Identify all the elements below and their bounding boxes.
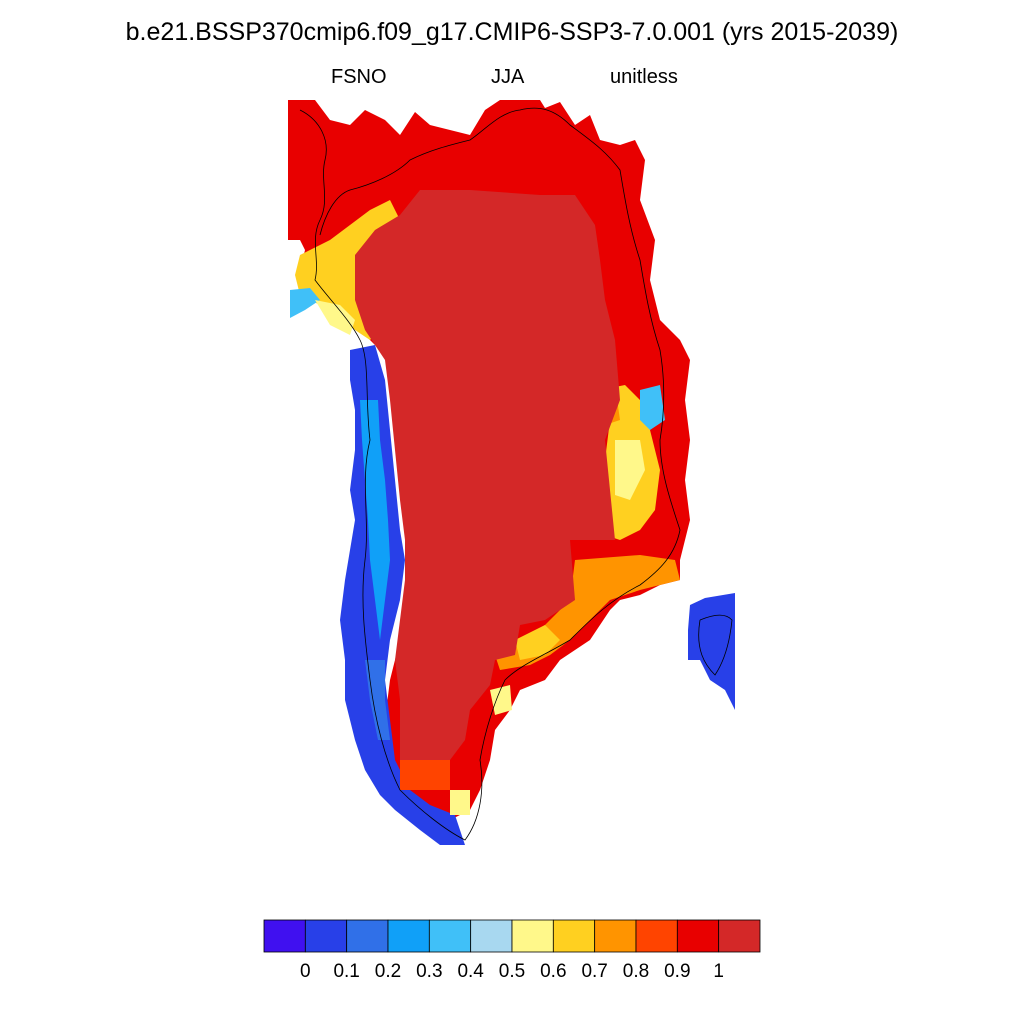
- colorbar-tick-label: 0.3: [416, 961, 442, 982]
- southeast-band-yellow: [515, 625, 560, 660]
- coastline: [299, 107, 733, 841]
- colorbar-tick-label: 0.9: [664, 961, 690, 982]
- colorbar-swatch: [304, 919, 348, 953]
- east-band-blue: [640, 385, 665, 430]
- northwest-band-yellow: [315, 300, 355, 335]
- colorbar-tick-labels: 0 0.1 0.2 0.3 0.4 0.5 0.6 0.7 0.8 0.9 1: [300, 961, 724, 982]
- ice-sheet-interior: [355, 190, 620, 760]
- season-label: JJA: [491, 66, 525, 88]
- colorbar-swatch: [635, 919, 678, 953]
- colorbar-swatch: [594, 919, 637, 953]
- colorbar-tick-label: 0.2: [375, 961, 401, 982]
- south-tip-yellow: [450, 790, 470, 815]
- colorbar-swatch: [552, 919, 596, 953]
- south-tip-band: [400, 760, 450, 790]
- colorbar-tick-label: 0.8: [623, 961, 649, 982]
- east-band-light: [615, 440, 645, 500]
- colorbar-tick-label: 0: [300, 961, 311, 982]
- colorbar-swatch: [346, 919, 389, 953]
- colorbar-swatch: [676, 919, 720, 953]
- colorbar-swatch: [428, 919, 472, 953]
- colorbar-swatch: [718, 919, 761, 953]
- colorbar-tick-label: 0.5: [499, 961, 525, 982]
- colorbar-tick-label: 0.6: [540, 961, 566, 982]
- colorbar-swatch: [511, 919, 554, 953]
- colorbar-swatch: [263, 919, 306, 953]
- colorbar-tick-label: 0.7: [581, 961, 607, 982]
- southeast-band-light: [490, 685, 512, 715]
- map-title: b.e21.BSSP370cmip6.f09_g17.CMIP6-SSP3-7.…: [125, 18, 899, 46]
- colorbar-swatch: [470, 919, 513, 953]
- colorbar-swatches: [263, 919, 761, 953]
- west-coast-band-mid: [365, 660, 390, 740]
- west-coast-band-light: [360, 400, 390, 640]
- colorbar-tick-label: 1: [713, 961, 724, 982]
- variable-label: FSNO: [331, 66, 387, 88]
- colorbar-tick-label: 0.1: [333, 961, 359, 982]
- northwest-band-blue: [290, 288, 320, 318]
- colorbar-tick-label: 0.4: [457, 961, 484, 982]
- colorbar-swatch: [387, 919, 430, 953]
- units-label: unitless: [610, 66, 678, 88]
